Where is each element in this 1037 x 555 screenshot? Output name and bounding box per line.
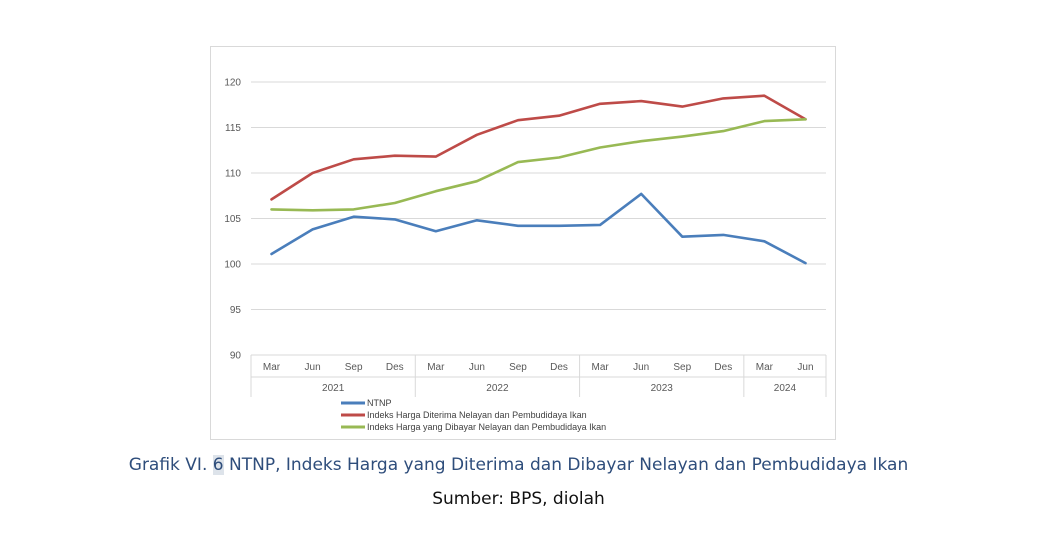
x-tick-label: Des <box>714 362 732 373</box>
x-tick-label: Mar <box>591 362 609 373</box>
series-line-3 <box>270 118 807 212</box>
x-tick-label: Sep <box>673 362 691 373</box>
year-group-label: 2023 <box>651 383 674 394</box>
series-line-2 <box>270 94 807 201</box>
y-tick-label: 110 <box>225 169 241 180</box>
year-group-label: 2021 <box>322 383 345 394</box>
figure-caption: Grafik VI. 6 NTNP, Indeks Harga yang Dit… <box>0 455 1037 475</box>
year-group-label: 2024 <box>774 383 797 394</box>
y-tick-label: 100 <box>224 260 241 271</box>
y-tick-label: 120 <box>224 78 241 89</box>
caption-number: 6 <box>212 455 224 475</box>
x-tick-label: Jun <box>633 362 649 373</box>
x-tick-label: Sep <box>509 362 527 373</box>
x-tick-label: Mar <box>427 362 445 373</box>
y-tick-label: 115 <box>225 123 241 134</box>
line-chart: 90 95 100 105 110 115 120 Mar Jun Sep Des Mar Jun Sep… <box>224 78 827 432</box>
source-note: Sumber: BPS, diolah <box>432 489 605 509</box>
x-tick-label: Des <box>550 362 568 373</box>
x-tick-label: Mar <box>756 362 774 373</box>
legend-label: NTNP <box>367 398 392 408</box>
y-tick-label: 105 <box>224 214 241 225</box>
x-tick-label: Des <box>386 362 404 373</box>
caption-prefix: Grafik VI. <box>128 455 213 475</box>
x-tick-label: Jun <box>469 362 485 373</box>
y-tick-label: 90 <box>230 351 242 362</box>
x-tick-label: Sep <box>345 362 363 373</box>
x-tick-label: Jun <box>797 362 813 373</box>
legend-label: Indeks Harga Diterima Nelayan dan Pembud… <box>367 410 587 420</box>
year-group-label: 2022 <box>486 383 509 394</box>
x-tick-label: Mar <box>263 362 281 373</box>
chart-frame: 90 95 100 105 110 115 120 Mar Jun Sep Des Mar Jun Sep… <box>210 46 836 440</box>
y-tick-label: 95 <box>230 305 242 316</box>
x-tick-label: Jun <box>305 362 321 373</box>
series-line-1 <box>270 192 807 265</box>
caption-rest: NTNP, Indeks Harga yang Diterima dan Dib… <box>223 455 909 475</box>
legend-label: Indeks Harga yang Dibayar Nelayan dan Pe… <box>367 422 606 432</box>
